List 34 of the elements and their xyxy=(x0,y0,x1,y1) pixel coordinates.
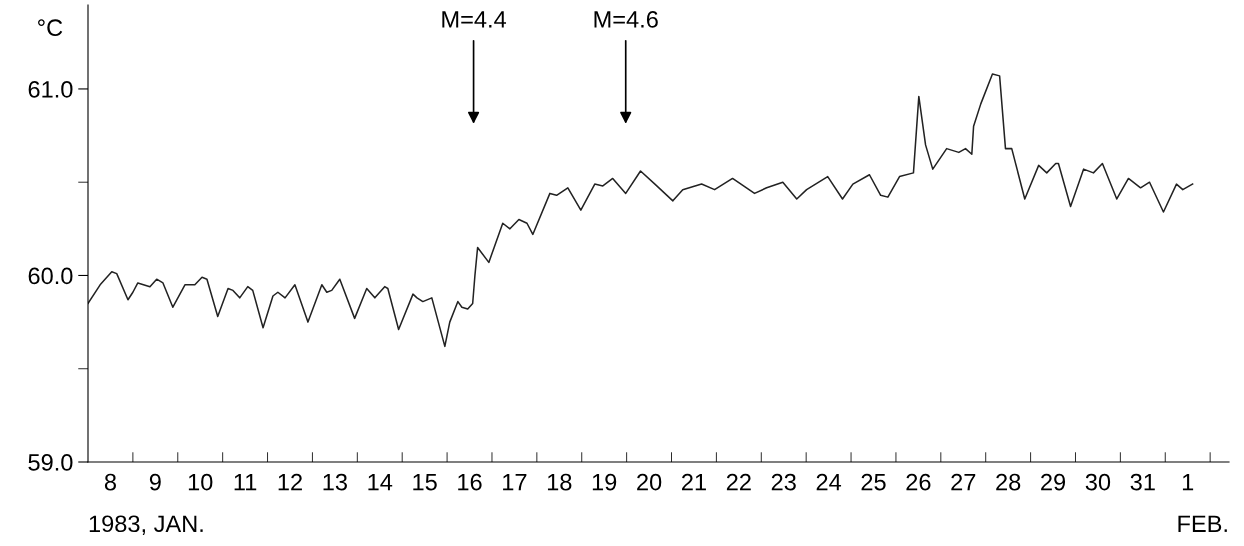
x-tick-label: 8 xyxy=(104,473,116,491)
annotation: M=4.6 xyxy=(594,11,658,28)
x-tick-label: 16 xyxy=(458,473,482,491)
x-tick-label: 15 xyxy=(413,473,437,491)
x-tick-label: 26 xyxy=(906,473,931,491)
x-tick-label: 14 xyxy=(368,473,393,491)
x-tick-label: 9 xyxy=(149,473,161,491)
text: FEB. xyxy=(1178,515,1227,532)
x-tick-label: 27 xyxy=(951,473,976,491)
y-axis-title: °C xyxy=(38,19,63,37)
annotation: M=4.4 xyxy=(442,11,507,28)
x-tick-label: 30 xyxy=(1085,473,1111,491)
y-tick-label: 60.0 xyxy=(28,267,73,285)
x-tick-label: 31 xyxy=(1130,473,1155,491)
x-tick-label: 13 xyxy=(323,473,347,491)
x-tick-label: 21 xyxy=(682,473,706,491)
x-tick-label: 23 xyxy=(771,473,796,491)
x-tick-label: 19 xyxy=(592,473,617,491)
x-tick-label: 17 xyxy=(503,473,527,491)
x-tick-label: 20 xyxy=(637,473,662,491)
x-tick-label: 22 xyxy=(726,473,751,491)
y-tick-label: 61.0 xyxy=(28,81,73,98)
x-tick-label: 29 xyxy=(1041,473,1066,491)
x-tick-label: 25 xyxy=(861,473,886,491)
x-tick-label: 11 xyxy=(234,473,257,491)
y-tick-label: 59.0 xyxy=(28,454,73,471)
x-tick-label: 18 xyxy=(547,473,572,491)
x-axis-title: 1983, JAN. xyxy=(89,515,203,535)
x-tick-label: 28 xyxy=(996,473,1021,491)
x-tick-label: 10 xyxy=(188,473,213,491)
x-tick-label: 1 xyxy=(1182,473,1194,491)
x-tick-label: 12 xyxy=(278,473,302,491)
line-series xyxy=(88,73,1194,348)
x-tick-label: 24 xyxy=(816,473,842,491)
